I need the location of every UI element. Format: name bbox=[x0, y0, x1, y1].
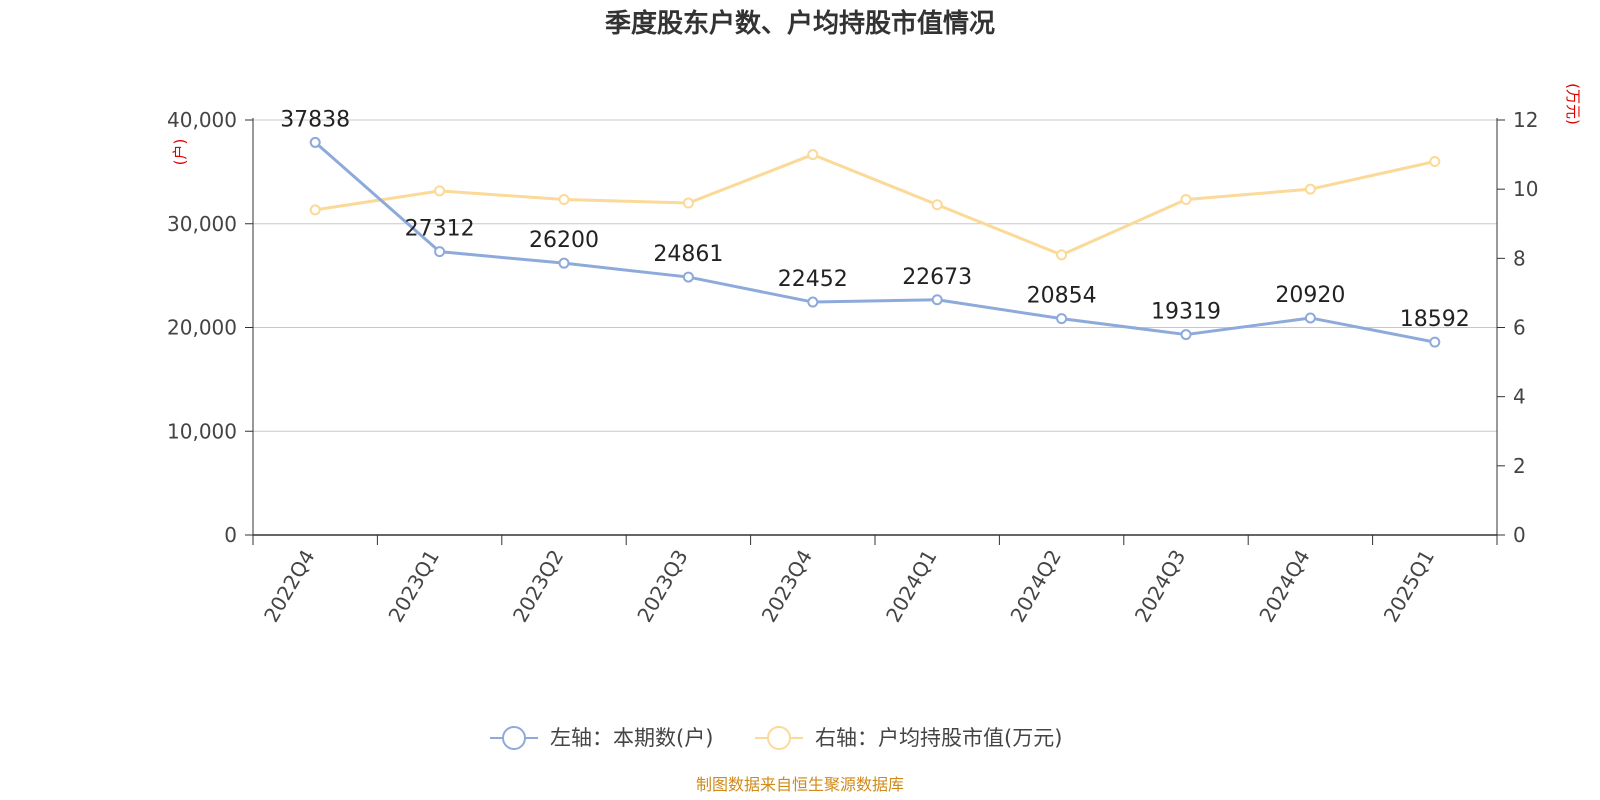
left-axis-tick-label: 0 bbox=[224, 523, 237, 547]
x-axis-tick-label: 2023Q1 bbox=[383, 546, 443, 627]
left-axis-tick-label: 40,000 bbox=[167, 108, 237, 132]
data-point-right bbox=[1304, 183, 1316, 195]
data-label: 26200 bbox=[529, 228, 599, 253]
data-label: 27312 bbox=[405, 217, 475, 242]
legend-marker-left-series bbox=[502, 726, 526, 750]
data-label: 22452 bbox=[778, 267, 848, 292]
x-axis-tick-label: 2024Q2 bbox=[1005, 546, 1065, 627]
data-point-left bbox=[1429, 336, 1441, 348]
x-axis-tick-label: 2024Q3 bbox=[1130, 546, 1190, 627]
data-point-right bbox=[807, 149, 819, 161]
right-axis-tick-label: 0 bbox=[1513, 523, 1526, 547]
data-label: 22673 bbox=[902, 265, 972, 290]
legend-item-right-series[interactable]: 右轴：户均持股市值(万元) bbox=[755, 726, 1062, 750]
x-axis-tick-label: 2025Q1 bbox=[1379, 546, 1439, 627]
x-axis-tick-label: 2024Q4 bbox=[1254, 546, 1314, 627]
chart-title: 季度股东户数、户均持股市值情况 bbox=[605, 8, 995, 39]
data-point-left bbox=[1056, 313, 1068, 325]
left-axis-tick-label: 10,000 bbox=[167, 419, 237, 443]
series bbox=[309, 136, 1441, 348]
axes: 0 10,000 20,000 30,000 40,000 0 2 4 6 8 10 12 2022Q4… bbox=[167, 108, 1538, 626]
data-point-left bbox=[931, 294, 943, 306]
right-axis-tick-label: 4 bbox=[1513, 385, 1526, 409]
right-axis-tick-label: 6 bbox=[1513, 316, 1526, 340]
right-axis-tick-label: 2 bbox=[1513, 454, 1526, 478]
legend-label-left-series: 左轴：本期数(户) bbox=[550, 726, 713, 750]
x-axis-tick-label: 2023Q2 bbox=[508, 546, 568, 627]
x-axis-tick-label: 2023Q3 bbox=[632, 546, 692, 627]
data-point-left bbox=[558, 257, 570, 269]
data-point-right bbox=[1056, 249, 1068, 261]
data-label: 19319 bbox=[1151, 300, 1221, 325]
grid bbox=[253, 119, 1497, 432]
series-line-left bbox=[314, 141, 1436, 344]
data-point-left bbox=[434, 246, 446, 258]
right-axis-tick-label: 8 bbox=[1513, 246, 1526, 270]
data-point-left bbox=[1304, 312, 1316, 324]
data-label: 37838 bbox=[280, 107, 350, 132]
data-point-left bbox=[682, 271, 694, 283]
data-point-right bbox=[1429, 156, 1441, 167]
data-point-right bbox=[434, 185, 446, 197]
legend-label-right-series: 右轴：户均持股市值(万元) bbox=[815, 726, 1062, 750]
data-labels: 37838 27312 26200 24861 22452 22673 20854 19319… bbox=[280, 107, 1470, 332]
data-point-right bbox=[931, 199, 943, 211]
data-label: 24861 bbox=[653, 242, 723, 267]
left-axis-tick-label: 30,000 bbox=[167, 212, 237, 236]
x-axis-tick-label: 2023Q4 bbox=[757, 546, 817, 627]
source-note: 制图数据来自恒生聚源数据库 bbox=[696, 775, 904, 794]
legend-item-left-series[interactable]: 左轴：本期数(户) bbox=[490, 726, 713, 750]
x-axis-tick-label: 2022Q4 bbox=[259, 546, 319, 627]
data-label: 18592 bbox=[1400, 307, 1470, 332]
left-axis-unit: (户) bbox=[171, 139, 189, 166]
data-point-right bbox=[558, 194, 570, 206]
data-point-left bbox=[807, 296, 819, 308]
legend: 左轴：本期数(户) 右轴：户均持股市值(万元) bbox=[490, 726, 1062, 750]
data-point-left bbox=[309, 136, 321, 148]
right-axis-tick-label: 12 bbox=[1513, 108, 1538, 132]
x-axis-tick-label: 2024Q1 bbox=[881, 546, 941, 627]
data-point-right bbox=[682, 197, 694, 209]
right-axis-unit: (万元) bbox=[1564, 83, 1582, 125]
data-point-left bbox=[1180, 329, 1192, 341]
data-point-right bbox=[309, 204, 321, 216]
data-label: 20854 bbox=[1027, 284, 1097, 309]
left-axis-tick-label: 20,000 bbox=[167, 316, 237, 340]
series-line-right bbox=[314, 153, 1436, 257]
right-axis-tick-label: 10 bbox=[1513, 177, 1538, 201]
data-point-right bbox=[1180, 194, 1192, 206]
legend-marker-right-series bbox=[767, 726, 791, 750]
data-label: 20920 bbox=[1275, 283, 1345, 308]
